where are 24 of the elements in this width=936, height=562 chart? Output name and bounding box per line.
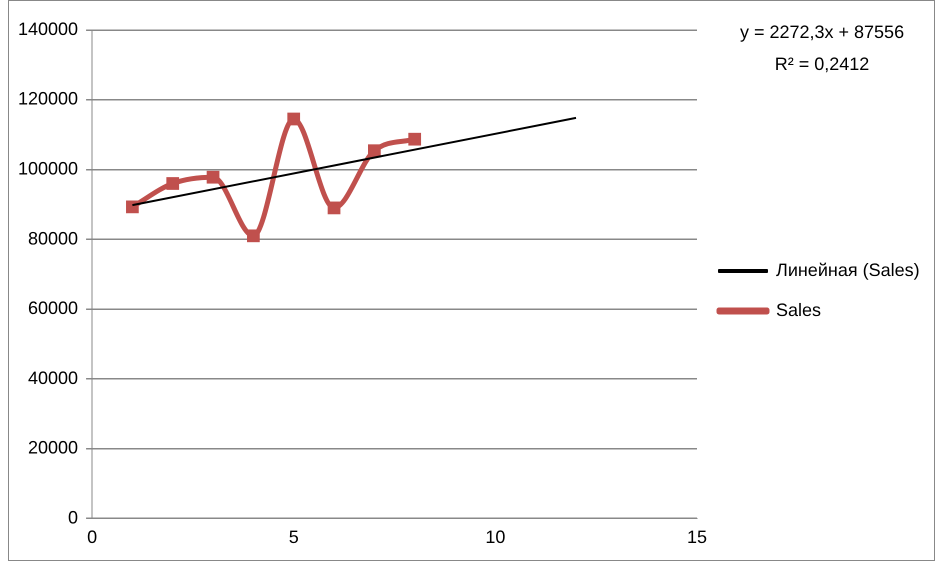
text: y = 2272,3x + 87556 [740,22,904,42]
point [247,229,260,242]
legend-label: Sales [776,300,822,320]
y-tick-label: 120000 [18,88,78,109]
point [408,132,422,146]
x-tick-label: 5 [288,527,299,548]
y-tick-label: 60000 [28,298,78,318]
point [126,200,139,214]
y-tick-label: 40000 [28,368,78,388]
point [206,170,220,184]
x-tick-label: 15 [686,527,708,548]
y-tick-label: 0 [68,507,78,528]
point [287,112,300,126]
y-tick-label: 100000 [18,158,78,179]
y-tick-label: 80000 [28,228,78,248]
y-tick-label: 140000 [18,18,78,39]
text: R² = 0,2412 [774,54,870,74]
point [328,202,340,214]
y-tick-label: 20000 [28,438,78,458]
point [166,177,180,190]
point [368,144,381,158]
x-tick-label: 0 [87,527,98,548]
x-tick-label: 10 [485,527,506,548]
legend-label: Линейная (Sales) [776,260,920,280]
